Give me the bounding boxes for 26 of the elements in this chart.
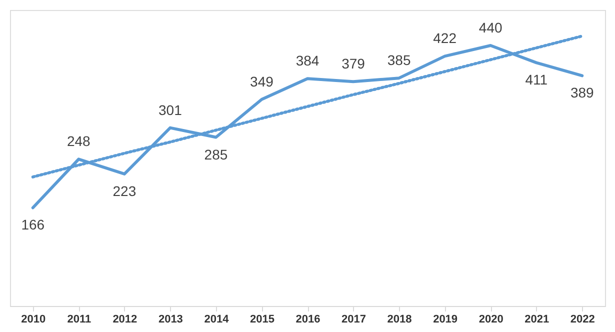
data-label: 223	[112, 182, 136, 199]
x-tick-label: 2020	[478, 314, 504, 326]
data-label: 349	[250, 73, 274, 90]
x-tick-label: 2022	[570, 314, 595, 326]
data-label: 440	[478, 20, 502, 36]
x-tick-label: 2012	[112, 314, 138, 326]
x-tick-label: 2010	[21, 314, 46, 326]
data-label: 166	[21, 216, 45, 233]
x-tick-label: 2013	[158, 314, 183, 326]
data-label: 385	[387, 52, 411, 68]
data-label: 389	[570, 84, 594, 101]
data-label: 285	[204, 146, 228, 162]
x-tick-label: 2018	[387, 314, 412, 326]
data-label: 422	[433, 30, 457, 46]
data-label: 301	[158, 102, 182, 118]
x-tick-label: 2015	[250, 314, 274, 326]
data-label: 379	[342, 56, 366, 72]
x-tick-label: 2011	[67, 314, 92, 326]
data-label: 248	[66, 133, 91, 150]
data-label: 384	[296, 52, 320, 69]
x-tick-label: 2014	[204, 314, 230, 326]
x-tick-label: 2017	[342, 314, 366, 326]
x-tick-label: 2019	[433, 314, 458, 326]
x-tick-label: 2021	[524, 314, 550, 326]
x-tick-label: 2016	[296, 314, 320, 326]
data-label: 411	[525, 72, 548, 88]
